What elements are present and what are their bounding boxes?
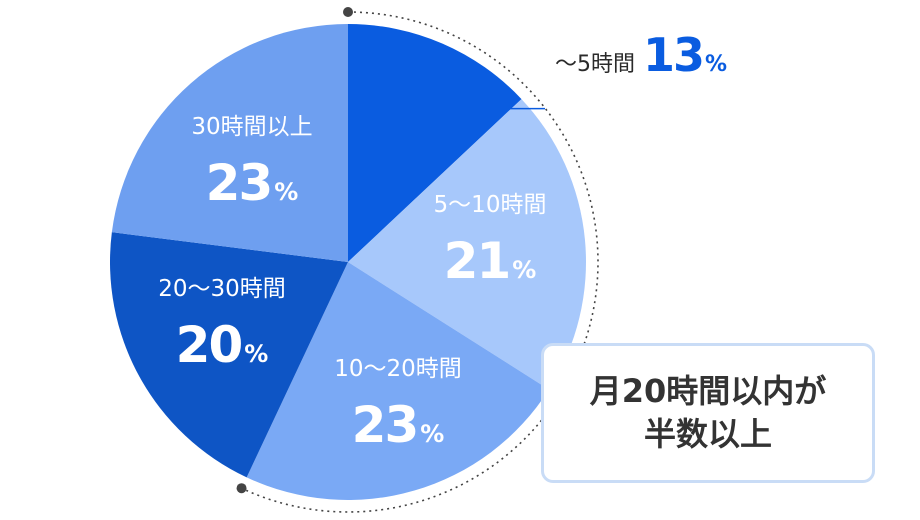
pie-slice-2 [246, 262, 549, 500]
slice-value-0: 13 [643, 28, 705, 82]
annotation-line-2: 半数以上 [643, 415, 772, 453]
pie-slice-3 [110, 232, 348, 478]
slice-value-label-3: 20% [176, 316, 269, 374]
slice-value-label-2: 23% [352, 396, 445, 454]
slice-category-1: 5～10時間 [434, 192, 547, 218]
slice-value-1: 21 [444, 232, 510, 290]
bracket-dot-end [236, 483, 247, 494]
slice-category-3: 20～30時間 [158, 276, 286, 302]
annotation-box: 月20時間以内が 半数以上 [541, 343, 875, 483]
slice-category-2: 10～20時間 [334, 356, 462, 382]
pie-slice-1 [348, 99, 586, 390]
slice-unit-1: % [512, 256, 536, 284]
pie-slice-4 [111, 24, 348, 262]
slice-unit-4: % [274, 178, 298, 206]
annotation-line-1: 月20時間以内が [589, 371, 827, 410]
slice-category-4: 30時間以上 [191, 114, 312, 140]
bracket-dot-start [343, 7, 353, 17]
slice-value-3: 20 [176, 316, 242, 374]
slice-unit-3: % [244, 340, 268, 368]
slice-value-2: 23 [352, 396, 418, 454]
slice-label-0: ～5時間 13 % [555, 28, 727, 84]
pie-slice-0 [348, 24, 522, 262]
slice-category-0: ～5時間 [555, 52, 635, 77]
slice-value-label-4: 23% [206, 154, 299, 212]
slice-value-4: 23 [206, 154, 272, 212]
slice-unit-2: % [420, 420, 444, 448]
slice-unit-0: % [705, 52, 728, 77]
slice-value-label-1: 21% [444, 232, 537, 290]
